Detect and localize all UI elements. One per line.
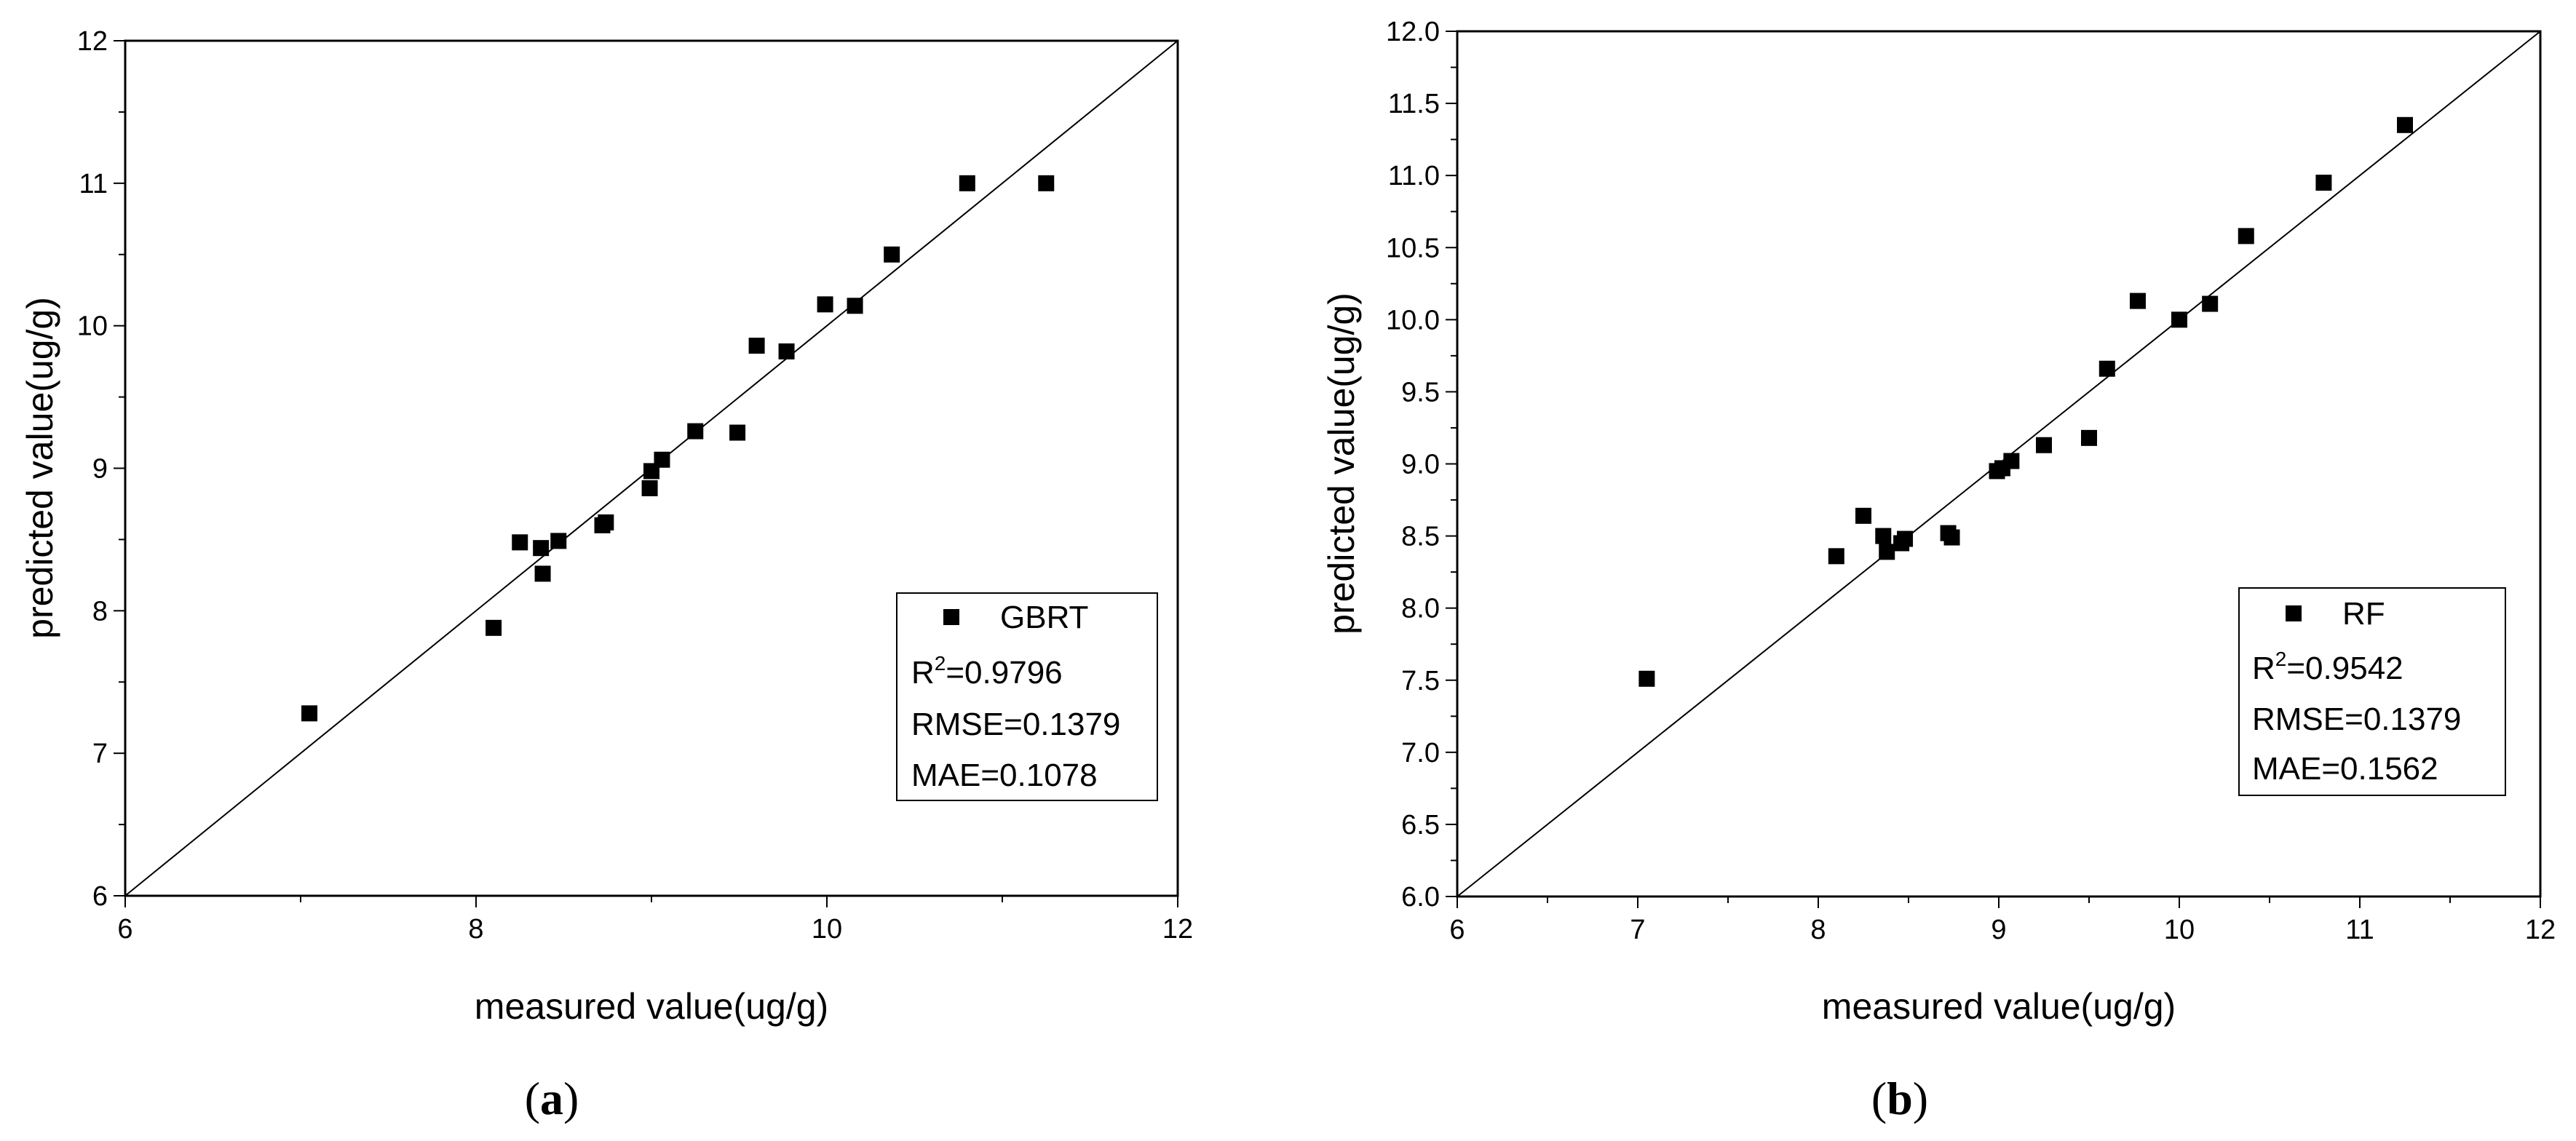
- data-point: [1875, 528, 1892, 544]
- data-point: [2081, 429, 2097, 446]
- x-tick-label: 9: [1991, 915, 2006, 945]
- axis-ticks: 6 7 8 9 10 11 12 6.0 6.5 7.0 7.5 8.0 8.5 9.0 9.5 10.0 10…: [1386, 17, 2556, 945]
- legend-mae: MAE=0.1078: [911, 758, 1098, 793]
- x-tick-label: 12: [2525, 915, 2556, 945]
- y-tick-label: 10.0: [1386, 305, 1440, 335]
- data-point: [1897, 530, 1914, 547]
- data-point: [654, 451, 670, 468]
- y-tick-label: 11: [79, 169, 108, 199]
- y-tick-label: 7.5: [1401, 666, 1440, 696]
- chart-panel-b: 6 7 8 9 10 11 12 6.0 6.5 7.0 7.5 8.0 8.5 9.0 9.5 10.0 10…: [1321, 17, 2556, 1124]
- legend-box: GBRT R2=0.9796 RMSE=0.1379 MAE=0.1078: [896, 592, 1158, 801]
- data-point: [884, 246, 900, 263]
- y-tick-label: 7.0: [1401, 738, 1440, 768]
- data-point: [687, 423, 704, 440]
- y-tick-label: 12: [77, 26, 108, 57]
- x-tick-label: 10: [2164, 915, 2195, 945]
- y-axis-title: predicted value(ug/g): [20, 297, 60, 639]
- data-point: [748, 338, 765, 354]
- legend-box: RF R2=0.9542 RMSE=0.1379 MAE=0.1562: [2238, 587, 2506, 796]
- y-tick-label: 10: [77, 311, 108, 342]
- chart-panel-a: 6 8 10 12 6 7 8 9 10 11 12 GBRT R2=0.9796 RMSE=0.1…: [20, 26, 1193, 1124]
- data-point: [778, 343, 795, 359]
- data-point: [2238, 228, 2254, 244]
- data-point: [847, 298, 863, 314]
- panel-label-a: (a): [525, 1073, 579, 1124]
- legend-frame: [896, 592, 1158, 801]
- data-point: [1038, 175, 1055, 191]
- data-point: [512, 534, 528, 551]
- x-tick-label: 8: [1810, 915, 1826, 945]
- data-point: [729, 424, 746, 441]
- legend-marker: [2286, 605, 2302, 621]
- y-tick-label: 8.5: [1401, 522, 1440, 552]
- legend-r2: R2=0.9542: [2252, 648, 2403, 686]
- y-tick-label: 6.0: [1401, 882, 1440, 913]
- panel-label-b: (b): [1871, 1073, 1928, 1124]
- data-point: [2099, 360, 2115, 377]
- data-point: [534, 565, 551, 582]
- x-axis-title: measured value(ug/g): [1822, 986, 2176, 1027]
- data-point: [2397, 116, 2413, 133]
- series-rf-points: [1638, 116, 2413, 687]
- data-point: [2202, 295, 2219, 312]
- legend-frame: [2238, 587, 2506, 796]
- data-point: [959, 175, 975, 191]
- legend-rmse: RMSE=0.1379: [911, 707, 1120, 742]
- data-point: [1638, 670, 1655, 687]
- data-point: [301, 705, 318, 722]
- y-tick-label: 9.0: [1401, 450, 1440, 480]
- series-gbrt-points: [301, 175, 1055, 722]
- legend-rmse: RMSE=0.1379: [2252, 701, 2461, 737]
- y-tick-label: 11.0: [1388, 161, 1440, 191]
- data-point: [550, 533, 567, 549]
- x-tick-label: 11: [2345, 915, 2374, 945]
- data-point: [2171, 311, 2187, 328]
- x-axis-title: measured value(ug/g): [475, 986, 828, 1027]
- x-tick-label: 12: [1162, 914, 1193, 945]
- data-point: [486, 619, 502, 636]
- legend-r2: R2=0.9796: [911, 652, 1063, 691]
- data-point: [533, 540, 550, 557]
- data-point: [598, 514, 614, 530]
- y-tick-label: 6: [92, 881, 108, 912]
- data-point: [817, 296, 833, 313]
- data-point: [1943, 529, 1960, 546]
- y-tick-label: 9.5: [1401, 377, 1440, 408]
- data-point: [2129, 293, 2146, 309]
- y-tick-label: 9: [92, 454, 108, 485]
- y-tick-label: 8.0: [1401, 594, 1440, 624]
- legend-mae: MAE=0.1562: [2252, 751, 2438, 787]
- x-tick-label: 6: [1449, 915, 1465, 945]
- x-tick-label: 6: [117, 914, 132, 945]
- x-tick-label: 7: [1630, 915, 1645, 945]
- data-point: [2315, 175, 2332, 191]
- data-point: [1855, 507, 1871, 524]
- y-tick-label: 10.5: [1386, 233, 1440, 263]
- y-tick-label: 6.5: [1401, 810, 1440, 840]
- axis-ticks: 6 8 10 12 6 7 8 9 10 11 12: [77, 26, 1193, 945]
- y-tick-label: 11.5: [1388, 89, 1440, 119]
- legend-marker: [943, 609, 959, 625]
- data-point: [641, 480, 658, 496]
- data-point: [1879, 544, 1895, 560]
- legend-series-label: GBRT: [1000, 600, 1088, 635]
- y-axis-title: predicted value(ug/g): [1321, 293, 1362, 635]
- data-point: [2003, 453, 2020, 469]
- legend-series-label: RF: [2342, 596, 2385, 632]
- y-tick-label: 8: [92, 596, 108, 627]
- data-point: [2036, 437, 2052, 453]
- y-tick-label: 12.0: [1386, 17, 1440, 47]
- data-point: [1828, 548, 1844, 565]
- y-tick-label: 7: [92, 739, 108, 769]
- x-tick-label: 8: [468, 914, 483, 945]
- x-tick-label: 10: [812, 914, 842, 945]
